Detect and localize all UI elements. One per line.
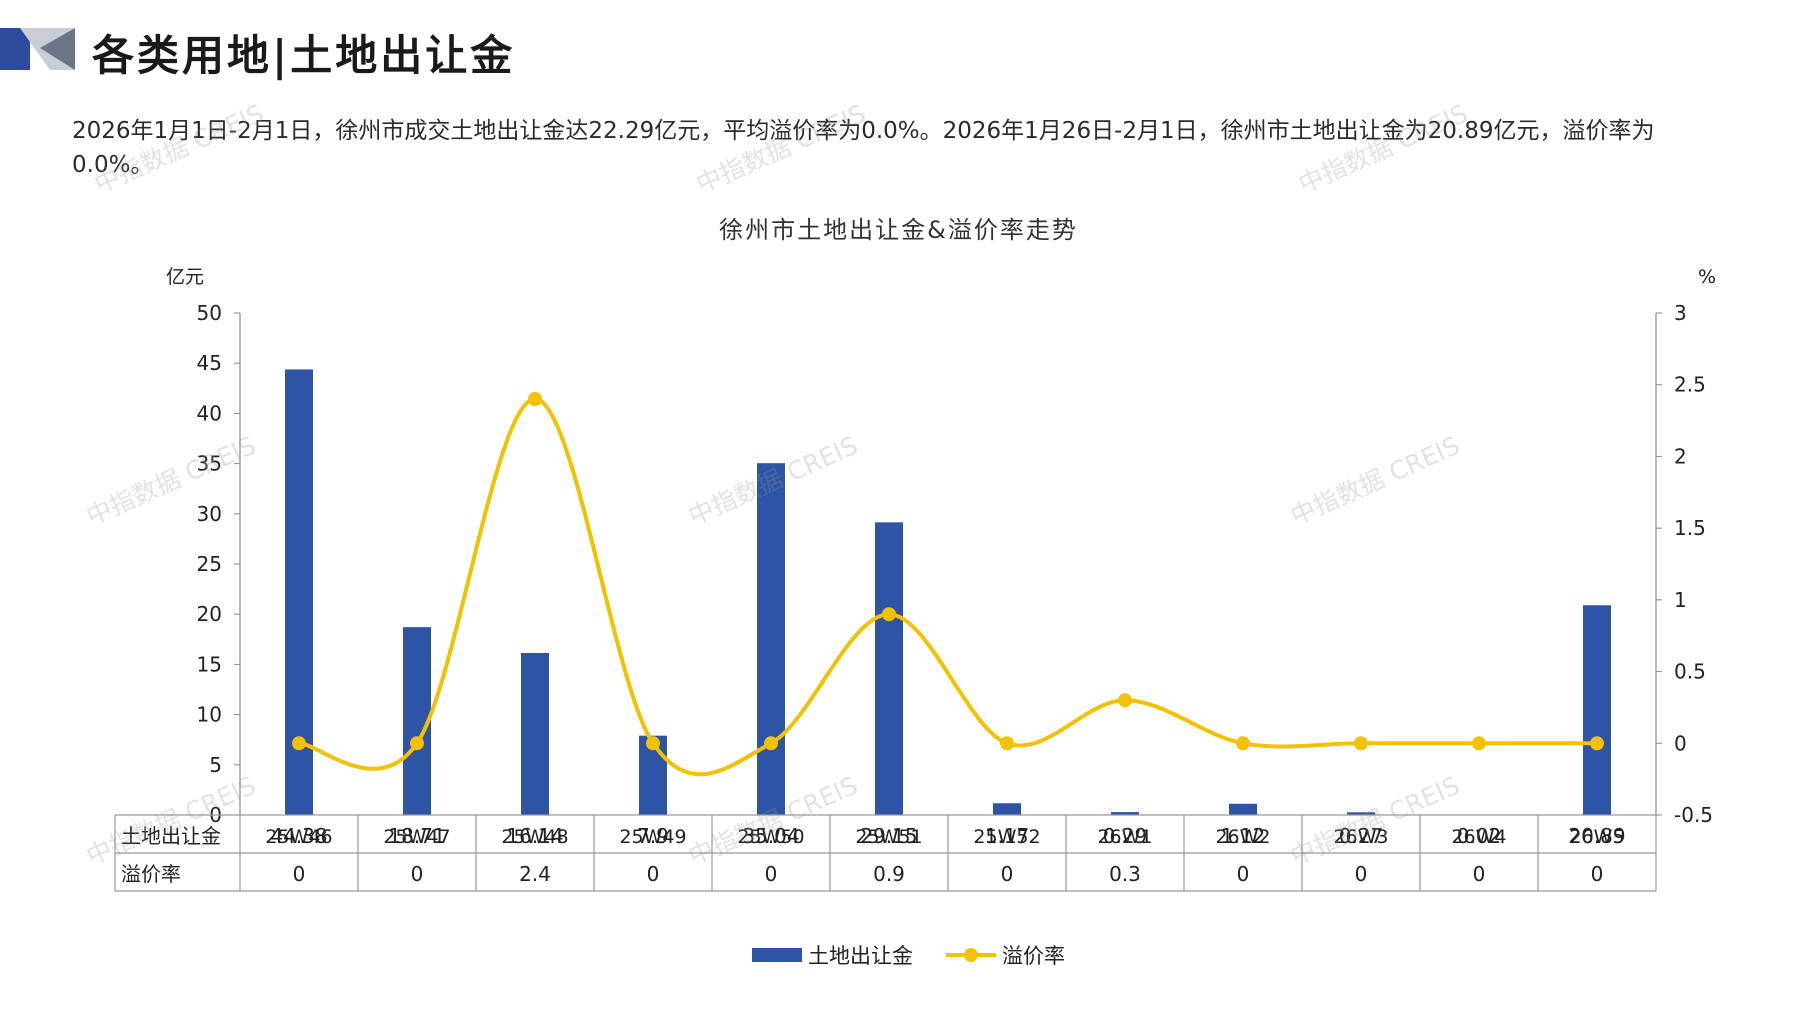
line-point-25W48 [528, 392, 542, 407]
table-cell-bar-value: 1.17 [985, 824, 1030, 848]
line-path [298, 397, 1597, 777]
summary-text: 2026年1月1日-2月1日，徐州市成交土地出让金达22.29亿元，平均溢价率为… [72, 118, 1655, 178]
table-cell-bar-value: 35.04 [742, 824, 799, 848]
table-cell-line-value: 0.9 [873, 862, 905, 886]
y-tick-label-left: 5 [209, 753, 222, 777]
legend-bar-label: 土地出让金 [808, 944, 913, 968]
table-cell-line-value: 0 [1237, 862, 1250, 886]
line-point-26W2 [1236, 736, 1250, 751]
table-cell-bar-value: 18.71 [388, 824, 445, 848]
y-tick-label-left: 40 [197, 401, 222, 425]
table-cell-bar-value: 20.89 [1568, 824, 1625, 848]
x-tick-label: 26W5 [1569, 826, 1624, 848]
y-tick-label-left: 10 [197, 703, 222, 727]
table-cell-line-value: 0 [1355, 862, 1368, 886]
line-point-25W47 [410, 736, 424, 751]
y-tick-label-right: 2.5 [1674, 373, 1706, 397]
x-tick-label: 26W3 [1333, 826, 1388, 848]
y-tick-label-left: 25 [197, 552, 222, 576]
x-tick-label: 25W50 [737, 826, 804, 848]
x-tick-label: 25W47 [383, 826, 450, 848]
table-cell-bar-value: 44.38 [270, 824, 327, 848]
table-cell-bar-value: 7.9 [637, 824, 669, 848]
legend-bar-swatch [752, 948, 802, 962]
bar-25W51 [875, 522, 903, 815]
bar-25W48 [521, 652, 549, 815]
line-point-26W1 [1118, 693, 1132, 708]
y-axis-right-unit: % [1698, 266, 1716, 288]
table-cell-line-value: 0 [1001, 862, 1014, 886]
x-tick-label: 26W2 [1215, 826, 1270, 848]
y-tick-label-right: 1.5 [1674, 516, 1706, 540]
y-tick-label-right: 2 [1674, 444, 1687, 468]
y-tick-label-left: 35 [197, 452, 222, 476]
brand-logo [0, 28, 75, 70]
table-cell-line-value: 0.3 [1109, 862, 1141, 886]
y-tick-label-left: 30 [197, 502, 222, 526]
y-tick-label-right: 0 [1674, 731, 1687, 755]
x-tick-label: 25W48 [501, 826, 568, 848]
bar-26W3 [1347, 812, 1375, 815]
y-tick-label-right: 3 [1674, 301, 1687, 325]
table-cell-bar-value: 29.15 [860, 824, 917, 848]
x-tick-label: 25W49 [619, 826, 686, 848]
line-point-25W46 [292, 736, 306, 751]
table-cell-bar-value: 16.14 [506, 824, 563, 848]
line-point-26W4 [1472, 736, 1486, 751]
table-cell-bar-value: 0.02 [1457, 824, 1502, 848]
x-tick-label: 26W1 [1097, 826, 1152, 848]
y-tick-label-left: 20 [197, 602, 222, 626]
x-tick-label: 26W4 [1451, 826, 1506, 848]
y-axis-left-unit: 亿元 [166, 266, 204, 288]
bar-26W2 [1229, 803, 1257, 815]
x-tick-label: 25W51 [855, 826, 922, 848]
chart-legend: 土地出让金 溢价率 [752, 944, 1065, 968]
table-cell-line-value: 0 [293, 862, 306, 886]
chart-title: 徐州市土地出让金&溢价率走势 [719, 216, 1078, 244]
y-tick-label-left: 45 [197, 351, 222, 375]
line-point-26W3 [1354, 736, 1368, 751]
page-title: 各类用地|土地出让金 [92, 31, 516, 80]
x-tick-label: 25W52 [973, 826, 1040, 848]
line-series [292, 392, 1604, 777]
y-tick-label-right: 0.5 [1674, 660, 1706, 684]
bar-series [285, 369, 1611, 816]
data-table: 25W46 25W47 25W48 25W49 25W50 25W51 25W52 26W1 2… [114, 814, 1657, 892]
logo-dark-shape [0, 28, 30, 70]
line-point-26W5 [1590, 736, 1604, 751]
y-tick-label-right: 1 [1674, 588, 1687, 612]
table-cell-line-value: 0 [1473, 862, 1486, 886]
line-point-25W50 [764, 736, 778, 751]
bar-25W52 [993, 803, 1021, 815]
line-point-25W51 [882, 607, 896, 622]
line-point-25W49 [646, 736, 660, 751]
bar-25W50 [757, 463, 785, 815]
legend-line-label: 溢价率 [1002, 944, 1065, 968]
x-tick-label: 25W46 [265, 826, 332, 848]
table-cell-bar-value: 0.27 [1339, 824, 1384, 848]
table-row-label: 溢价率 [121, 862, 181, 886]
bar-26W1 [1111, 812, 1139, 815]
legend-line-marker [964, 948, 978, 962]
table-row-label: 土地出让金 [121, 824, 221, 848]
y-tick-label-left: 50 [197, 301, 222, 325]
table-cell-line-value: 2.4 [519, 862, 551, 886]
table-cell-line-value: 0 [1591, 862, 1604, 886]
table-cell-line-value: 0 [647, 862, 660, 886]
table-cell-line-value: 0 [765, 862, 778, 886]
y-tick-label-right: -0.5 [1674, 803, 1713, 827]
bar-26W5 [1583, 605, 1611, 815]
table-cell-bar-value: 1.12 [1221, 824, 1266, 848]
y-tick-label-left: 15 [197, 652, 222, 676]
line-point-25W52 [1000, 736, 1014, 751]
logo-mid-shape [40, 28, 75, 70]
table-cell-bar-value: 0.29 [1103, 824, 1148, 848]
table-cell-line-value: 0 [411, 862, 424, 886]
